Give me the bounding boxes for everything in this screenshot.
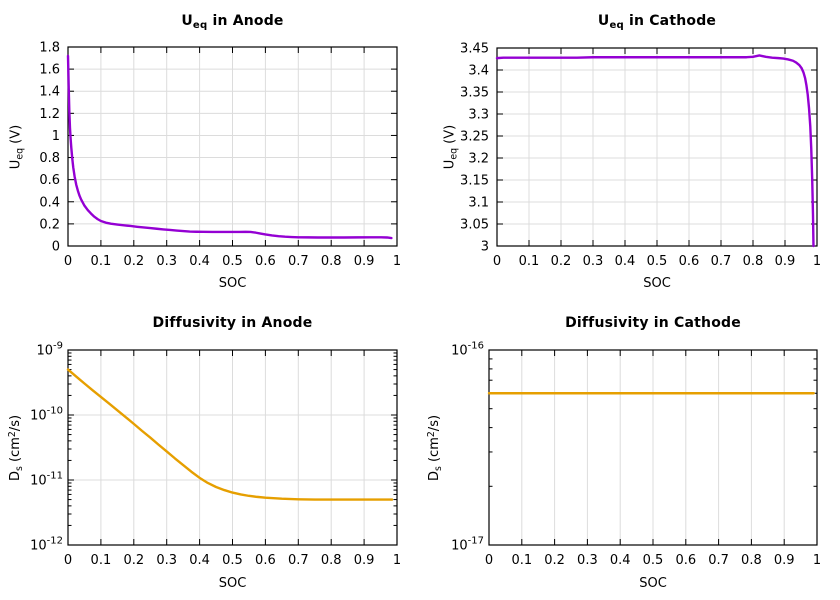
y-tick-label: 1.8: [39, 41, 60, 56]
x-tick-label: 0.2: [123, 254, 144, 269]
x-tick-label: 0.7: [708, 553, 729, 568]
x-tick-label: 0.1: [91, 553, 112, 568]
x-tick-label: 1: [393, 254, 401, 269]
x-tick-label: 0.3: [577, 553, 598, 568]
x-tick-label: 0.3: [156, 254, 177, 269]
plot-frame: [496, 47, 818, 247]
data-curve-diffusivity-anode: [66, 368, 394, 501]
plot-title: Ueq in Cathode: [597, 13, 717, 32]
y-tick-label: 10-11: [30, 471, 63, 489]
x-tick-label: 0.6: [255, 254, 276, 269]
y-tick-label: 3.05: [460, 218, 489, 233]
x-axis-label: SOC: [643, 276, 671, 291]
data-curve-ueq-cathode: [495, 54, 815, 248]
chart-canvas: 0 0.1 0.2 0.3 0.4 0.5 0.6 0.7 0.8 0.9 1 10-12 10-11 1…: [30, 341, 401, 569]
y-tick-label: 10-16: [451, 341, 484, 359]
x-tick-label: 0.1: [511, 553, 532, 568]
y-tick-label: 1: [52, 129, 60, 144]
y-tick-label: 0.4: [39, 195, 60, 210]
plot-diffusivity-anode: 0 0.1 0.2 0.3 0.4 0.5 0.6 0.7 0.8 0.9 1 10-12 10-11 1…: [0, 300, 420, 600]
plot-title: Diffusivity in Cathode: [565, 315, 741, 331]
y-axis-label: Ueq (V): [442, 124, 460, 170]
x-tick-label: 0: [64, 553, 72, 568]
y-tick-label: 1.4: [39, 85, 60, 100]
x-tick-label: 0.8: [321, 553, 342, 568]
x-tick-label: 0.2: [544, 553, 565, 568]
x-tick-label: 0.4: [610, 553, 631, 568]
x-axis-label: SOC: [218, 276, 247, 291]
plot-frame: [67, 349, 398, 546]
y-tick-label: 3.25: [460, 130, 489, 145]
x-tick-label: 0.7: [288, 254, 309, 269]
plot-ueq-cathode: 0 0.1 0.2 0.3 0.4 0.5 0.6 0.7 0.8 0.9 1 3 3.05 3.1 3.1…: [420, 0, 840, 300]
x-tick-label: 0.9: [354, 254, 375, 269]
plot-frame: [67, 46, 398, 247]
chart-canvas: 0 0.1 0.2 0.3 0.4 0.5 0.6 0.7 0.8 0.9 1 10-17 10-16: [451, 341, 821, 569]
chart-canvas: 0 0.1 0.2 0.3 0.4 0.5 0.6 0.7 0.8 0.9 1 3 3.05 3.1 3.1…: [460, 42, 821, 270]
x-tick-label: 0.4: [189, 553, 210, 568]
y-tick-label: 0.2: [39, 217, 60, 232]
y-tick-label: 3.15: [460, 174, 489, 189]
x-tick-label: 0: [64, 254, 72, 269]
y-tick-label: 10-12: [30, 536, 63, 554]
plot-title: Ueq in Anode: [181, 13, 284, 32]
y-tick-label: 10-9: [36, 341, 63, 359]
x-tick-label: 0.2: [123, 553, 144, 568]
x-tick-label: 0.5: [643, 553, 664, 568]
x-tick-label: 0.9: [775, 254, 796, 269]
y-axis-label: Ueq (V): [8, 124, 26, 170]
y-tick-label: 1.2: [39, 107, 60, 122]
y-tick-label: 3.1: [468, 196, 489, 211]
plot-diffusivity-cathode: 0 0.1 0.2 0.3 0.4 0.5 0.6 0.7 0.8 0.9 1 10-17 10-16 …: [420, 300, 840, 600]
x-tick-label: 0.9: [354, 553, 375, 568]
y-tick-label: 0.8: [39, 151, 60, 166]
x-tick-label: 1: [813, 254, 821, 269]
x-tick-label: 0.1: [519, 254, 540, 269]
x-tick-label: 1: [813, 553, 821, 568]
x-tick-label: 0.8: [321, 254, 342, 269]
y-tick-label: 0.6: [39, 173, 60, 188]
x-axis-label: SOC: [639, 576, 667, 591]
x-tick-label: 0.4: [615, 254, 636, 269]
x-tick-label: 0.5: [222, 553, 243, 568]
x-tick-label: 0.8: [741, 553, 762, 568]
x-tick-label: 0: [493, 254, 501, 269]
x-tick-label: 0: [485, 553, 493, 568]
y-tick-label: 1.6: [39, 63, 60, 78]
y-axis-label: Ds (cm2/s): [426, 414, 444, 482]
plot-title: Diffusivity in Anode: [152, 315, 313, 331]
x-tick-label: 0.5: [222, 254, 243, 269]
x-axis-label: SOC: [218, 576, 247, 591]
y-tick-label: 3: [481, 240, 489, 255]
x-tick-label: 0.9: [774, 553, 795, 568]
y-tick-label: 10-10: [30, 406, 63, 424]
y-tick-label: 3.2: [468, 152, 489, 167]
x-tick-label: 0.6: [679, 254, 700, 269]
data-curve-ueq-anode: [66, 54, 393, 240]
x-tick-label: 0.3: [583, 254, 604, 269]
chart-canvas: 0 0.1 0.2 0.3 0.4 0.5 0.6 0.7 0.8 0.9 1 0 0.2 0.4 0.6 0…: [39, 41, 401, 270]
x-tick-label: 0.6: [255, 553, 276, 568]
plot-frame: [488, 349, 818, 546]
x-tick-label: 0.7: [288, 553, 309, 568]
x-tick-label: 0.2: [551, 254, 572, 269]
x-tick-label: 0.8: [743, 254, 764, 269]
y-tick-label: 3.3: [468, 108, 489, 123]
y-tick-label: 0: [52, 240, 60, 255]
y-tick-label: 3.4: [468, 64, 489, 79]
plot-ueq-anode: 0 0.1 0.2 0.3 0.4 0.5 0.6 0.7 0.8 0.9 1 0 0.2 0.4 0.6 0…: [0, 0, 420, 300]
x-tick-label: 0.7: [711, 254, 732, 269]
x-tick-label: 0.6: [675, 553, 696, 568]
x-tick-label: 0.3: [156, 553, 177, 568]
x-tick-label: 1: [393, 553, 401, 568]
y-axis-label: Ds (cm2/s): [7, 414, 25, 482]
y-tick-label: 3.45: [460, 42, 489, 57]
x-tick-label: 0.5: [647, 254, 668, 269]
y-tick-label: 10-17: [451, 536, 484, 554]
y-tick-label: 3.35: [460, 86, 489, 101]
x-tick-label: 0.1: [91, 254, 112, 269]
x-tick-label: 0.4: [189, 254, 210, 269]
